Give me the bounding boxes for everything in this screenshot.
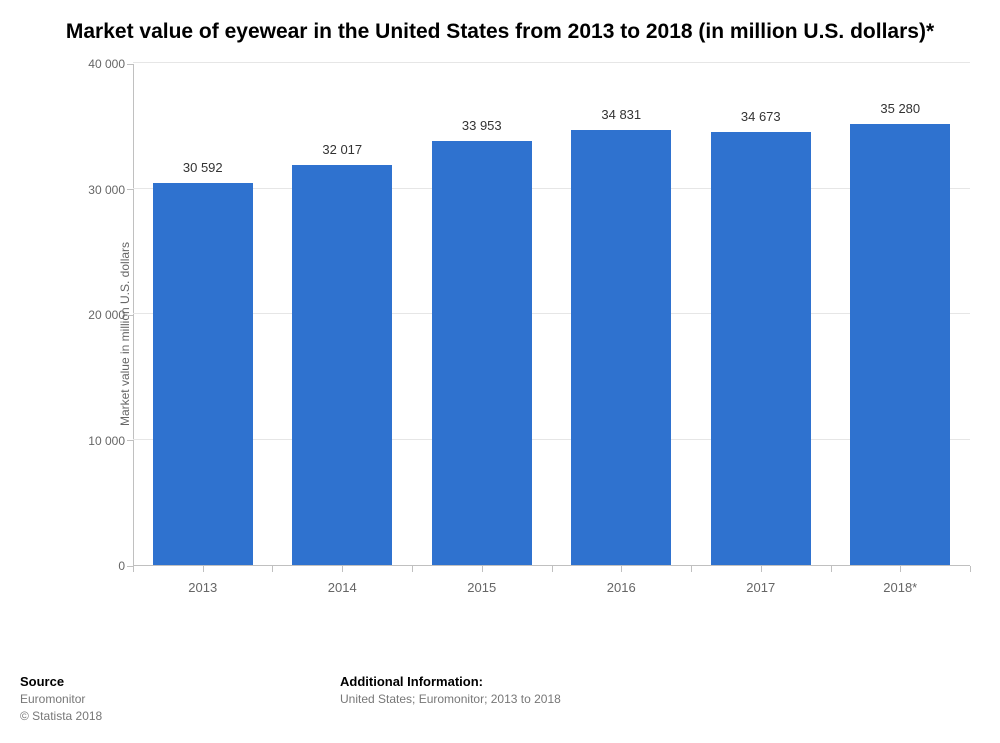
x-axis-labels: 201320142015201620172018*	[133, 566, 970, 604]
y-tick-label: 10 000	[88, 434, 125, 448]
x-boundary-tick	[831, 566, 832, 572]
x-boundary-tick	[970, 566, 971, 572]
bar-value-label: 32 017	[322, 142, 362, 157]
x-tick-mark	[900, 566, 901, 572]
footer-info-col: Additional Information: United States; E…	[340, 674, 561, 725]
x-tick-label: 2014	[273, 566, 413, 604]
x-boundary-tick	[691, 566, 692, 572]
bar-value-label: 33 953	[462, 118, 502, 133]
x-boundary-tick	[272, 566, 273, 572]
y-tick-label: 0	[118, 559, 125, 573]
x-tick-mark	[342, 566, 343, 572]
bar-value-label: 30 592	[183, 160, 223, 175]
bar: 34 673	[711, 131, 811, 565]
x-tick-label: 2015	[412, 566, 552, 604]
plot-area: 30 592 32 017 33 953 34 831 34 673 35 280	[133, 64, 970, 566]
bar: 32 017	[292, 164, 392, 565]
x-tick-label: 2017	[691, 566, 831, 604]
copyright-text: © Statista 2018	[20, 708, 340, 725]
chart-area: Market value in million U.S. dollars 30 …	[85, 64, 970, 604]
bars-group: 30 592 32 017 33 953 34 831 34 673 35 280	[133, 64, 970, 565]
chart-container: Market value of eyewear in the United St…	[0, 0, 1000, 743]
chart-footer: Source Euromonitor © Statista 2018 Addit…	[20, 674, 980, 725]
y-tick-mark	[127, 566, 133, 567]
bar-value-label: 34 831	[601, 107, 641, 122]
x-tick-mark	[761, 566, 762, 572]
bar-slot: 34 673	[691, 64, 831, 565]
x-boundary-tick	[552, 566, 553, 572]
x-tick-mark	[621, 566, 622, 572]
x-tick-mark	[482, 566, 483, 572]
y-tick-mark	[127, 189, 133, 190]
bar-value-label: 34 673	[741, 109, 781, 124]
bar-slot: 33 953	[412, 64, 552, 565]
footer-source-col: Source Euromonitor © Statista 2018	[20, 674, 340, 725]
x-tick-label: 2016	[552, 566, 692, 604]
bar: 30 592	[153, 182, 253, 565]
bar: 33 953	[432, 140, 532, 565]
y-tick-label: 40 000	[88, 57, 125, 71]
bar-slot: 32 017	[273, 64, 413, 565]
y-tick-label: 30 000	[88, 183, 125, 197]
y-axis-label: Market value in million U.S. dollars	[118, 242, 132, 426]
bar-value-label: 35 280	[880, 101, 920, 116]
bar-slot: 30 592	[133, 64, 273, 565]
bar-slot: 35 280	[831, 64, 971, 565]
bar-slot: 34 831	[552, 64, 692, 565]
y-tick-label: 20 000	[88, 308, 125, 322]
chart-title: Market value of eyewear in the United St…	[20, 18, 980, 46]
x-boundary-tick	[412, 566, 413, 572]
source-heading: Source	[20, 674, 340, 689]
bar: 34 831	[571, 129, 671, 565]
y-tick-mark	[127, 440, 133, 441]
y-tick-mark	[127, 64, 133, 65]
info-heading: Additional Information:	[340, 674, 561, 689]
source-text: Euromonitor	[20, 691, 340, 708]
x-tick-label: 2018*	[831, 566, 971, 604]
info-text: United States; Euromonitor; 2013 to 2018	[340, 691, 561, 708]
x-boundary-tick	[133, 566, 134, 572]
x-tick-label: 2013	[133, 566, 273, 604]
bar: 35 280	[850, 123, 950, 565]
grid-line	[133, 62, 970, 63]
x-tick-mark	[203, 566, 204, 572]
y-tick-mark	[127, 315, 133, 316]
